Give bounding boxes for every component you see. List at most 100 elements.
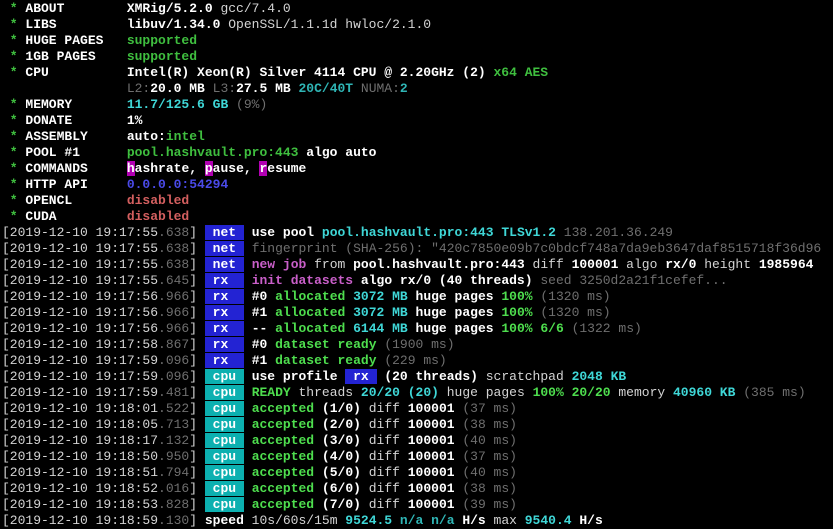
text-segment [244, 401, 252, 416]
text-segment: esume [267, 161, 307, 176]
text-segment: dataset ready [275, 353, 377, 368]
text-segment: 100001 [407, 401, 455, 416]
text-segment: (20 threads) [376, 369, 478, 384]
text-segment: 27.5 MB [236, 81, 299, 96]
text-segment [244, 481, 252, 496]
text-segment: ] [189, 385, 205, 400]
text-segment [244, 433, 252, 448]
cpu-badge: cpu [204, 385, 244, 400]
text-segment: diff [360, 497, 408, 512]
text-segment: accepted [251, 401, 315, 416]
text-segment: diff [360, 433, 408, 448]
text-segment: (1320 ms) [532, 305, 611, 320]
text-segment: #0 [251, 337, 276, 352]
text-segment: [2019-12-10 19:18:52 [2, 481, 159, 496]
text-segment [244, 273, 252, 288]
text-segment: .794 [158, 465, 190, 480]
text-segment: .966 [158, 305, 190, 320]
text-segment: 40960 KB [673, 385, 736, 400]
text-segment: [2019-12-10 19:18:59 [2, 513, 159, 528]
text-segment: .130 [158, 513, 190, 528]
text-segment: use profile [251, 369, 346, 384]
text-segment: LIBS [25, 17, 127, 32]
line-cpu-use-profile: [2019-12-10 19:17:59.096] cpu use profil… [2, 369, 833, 385]
line-commands: * COMMANDS hashrate, pause, resume [2, 161, 833, 177]
text-segment: Intel(R) Xeon(R) Silver 4114 CPU @ 2.20G… [126, 65, 486, 80]
cpu-badge: cpu [204, 433, 244, 448]
hotkey-pause: p [204, 161, 213, 176]
text-segment: 3072 MB [345, 305, 416, 320]
text-segment: ] [189, 321, 205, 336]
text-segment: (9%) [236, 97, 268, 112]
text-segment [244, 241, 252, 256]
text-segment: .016 [158, 481, 190, 496]
line-net-new-job: [2019-12-10 19:17:55.638] net new job fr… [2, 257, 833, 273]
text-segment: ] [189, 465, 205, 480]
text-segment [244, 353, 252, 368]
text-segment: ause, [212, 161, 260, 176]
text-segment [244, 289, 252, 304]
text-segment: 100001 [407, 497, 455, 512]
text-segment: (6/0) [314, 481, 361, 496]
text-segment [244, 449, 252, 464]
bullet-star: * [2, 177, 26, 192]
text-segment: [2019-12-10 19:17:56 [2, 289, 159, 304]
rx-badge: rx [204, 273, 244, 288]
line-cpu-accepted-7: [2019-12-10 19:18:53.828] cpu accepted (… [2, 497, 833, 513]
bullet-star: * [2, 145, 26, 160]
rx-badge: rx [204, 337, 244, 352]
cpu-badge: cpu [204, 465, 244, 480]
bullet-star: * [2, 97, 26, 112]
cpu-badge: cpu [204, 449, 244, 464]
text-segment: scratchpad [477, 369, 572, 384]
text-segment: (4/0) [314, 449, 361, 464]
text-segment [244, 417, 252, 432]
text-segment: ] [189, 433, 205, 448]
text-segment: L2: [126, 81, 151, 96]
text-segment: seed 3250d2a21f1cefef... [532, 273, 728, 288]
text-segment: memory [610, 385, 673, 400]
line-rx-init-datasets: [2019-12-10 19:17:55.645] rx init datase… [2, 273, 833, 289]
text-segment [2, 81, 127, 96]
line-memory: * MEMORY 11.7/125.6 GB (9%) [2, 97, 833, 113]
text-segment: huge pages [438, 385, 533, 400]
text-segment: ] [189, 497, 205, 512]
text-segment: .638 [158, 257, 190, 272]
text-segment: 1GB PAGES [25, 49, 127, 64]
cpu-badge: cpu [204, 369, 244, 384]
text-segment: .522 [158, 401, 190, 416]
text-segment: [2019-12-10 19:18:17 [2, 433, 159, 448]
line-donate: * DONATE 1% [2, 113, 833, 129]
text-segment: huge pages [415, 289, 502, 304]
bullet-star: * [2, 161, 26, 176]
hotkey-resume: r [259, 161, 268, 176]
text-segment: init datasets [251, 273, 354, 288]
text-segment: ] [189, 513, 205, 528]
text-segment: threads [290, 385, 361, 400]
text-segment [244, 321, 252, 336]
text-segment: ] [189, 401, 205, 416]
text-segment: ] [189, 273, 205, 288]
hotkey-hashrate: h [126, 161, 135, 176]
line-cuda: * CUDA disabled [2, 209, 833, 225]
text-segment: 2048 KB [571, 369, 627, 384]
text-segment: OPENCL [25, 193, 127, 208]
text-segment: (385 ms) [735, 385, 806, 400]
line-net-fingerprint: [2019-12-10 19:17:55.638] net fingerprin… [2, 241, 833, 257]
text-segment: intel [165, 129, 205, 144]
text-segment: n/a n/a [392, 513, 463, 528]
bullet-star: * [2, 209, 26, 224]
cpu-badge: cpu [204, 401, 244, 416]
text-segment: [2019-12-10 19:17:55 [2, 273, 159, 288]
text-segment: 3072 MB [345, 289, 416, 304]
text-segment: ] [189, 481, 205, 496]
line-libs: * LIBS libuv/1.34.0 OpenSSL/1.1.1d hwloc… [2, 17, 833, 33]
text-segment: (5/0) [314, 465, 361, 480]
text-segment: allocated [275, 305, 346, 320]
text-segment: allocated [275, 289, 346, 304]
text-segment: 1985964 [758, 257, 814, 272]
text-segment: (1320 ms) [532, 289, 611, 304]
text-segment: (2/0) [314, 417, 361, 432]
bullet-star: * [2, 129, 26, 144]
text-segment [244, 337, 252, 352]
